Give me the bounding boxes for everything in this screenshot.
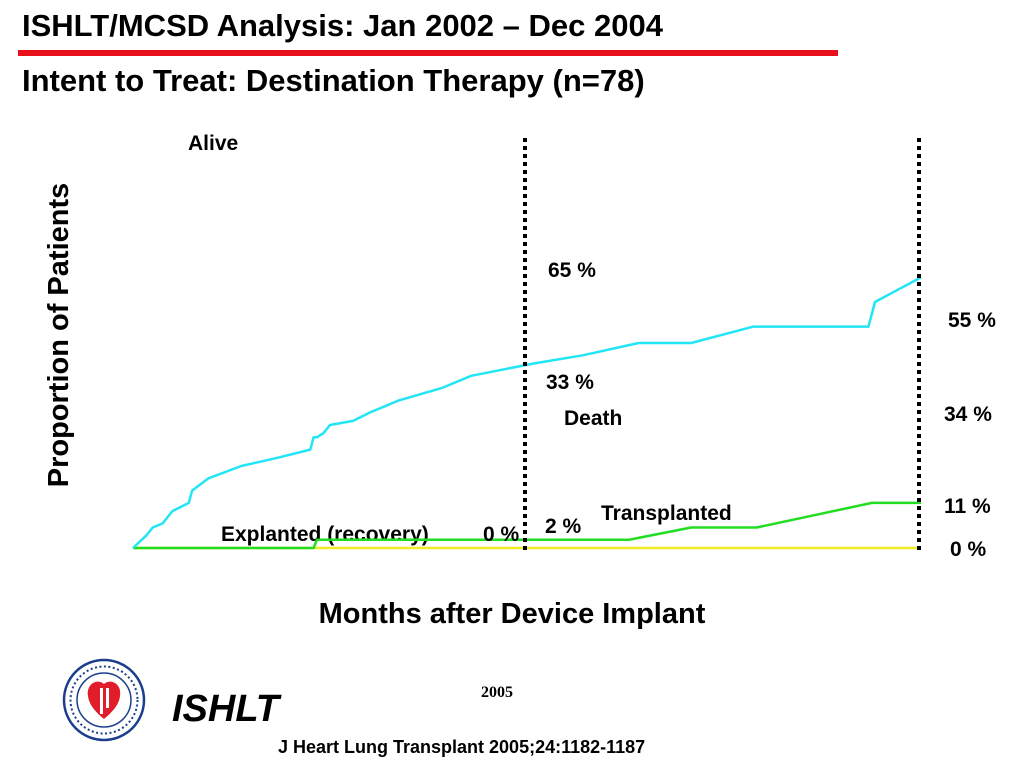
annotation-explanted-12mo: 0 % (483, 523, 520, 546)
region-label-alive: Alive (188, 132, 238, 155)
y-axis-label: Proportion of Patients (43, 183, 75, 488)
annotation-explanted-24mo: 0 % (950, 538, 987, 561)
slide-subtitle: Intent to Treat: Destination Therapy (n=… (22, 63, 645, 98)
annotation-transplanted-12mo: 2 % (545, 515, 582, 538)
series-line-transplanted (133, 501, 921, 550)
annotation-alive-12mo: 65 % (548, 259, 596, 282)
region-label-death: Death (564, 407, 622, 430)
annotation-alive-24mo: 55 % (948, 309, 996, 332)
annotation-death-12mo: 33 % (546, 371, 594, 394)
region-label-transplanted: Transplanted (601, 502, 732, 525)
region-label-explanted: Explanted (recovery) (221, 523, 429, 546)
publication-year: 2005 (481, 684, 513, 701)
citation: J Heart Lung Transplant 2005;24:1182-118… (278, 737, 646, 757)
annotation-death-24mo: 34 % (944, 403, 992, 426)
slide-title: ISHLT/MCSD Analysis: Jan 2002 – Dec 2004 (22, 8, 663, 43)
annotation-transplanted-24mo: 11 % (944, 495, 991, 518)
ishlt-logo (62, 658, 146, 742)
reference-lines (523, 138, 921, 552)
series-line-death (132, 276, 922, 549)
org-name: ISHLT (172, 688, 279, 730)
title-rule (18, 50, 838, 56)
x-axis-label: Months after Device Implant (319, 598, 706, 630)
